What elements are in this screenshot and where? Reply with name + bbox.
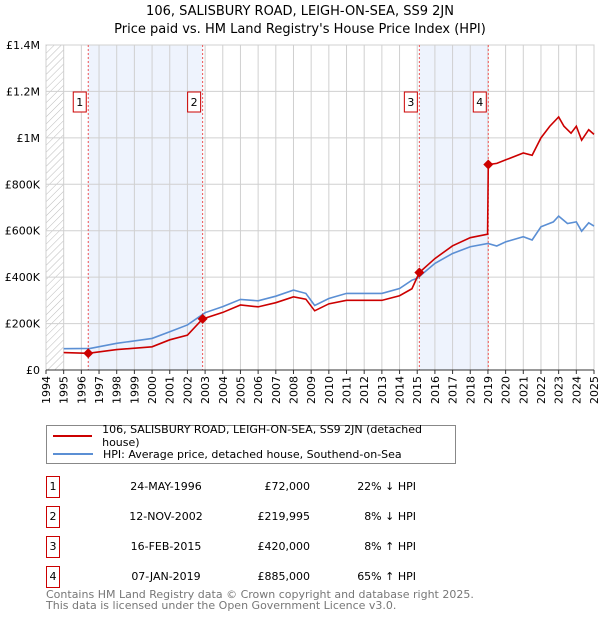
footer-line-2: This data is licensed under the Open Gov… [46, 599, 397, 612]
x-tick-label: 2025 [588, 376, 600, 404]
x-tick-label: 2011 [341, 376, 354, 404]
sale-row: 3 16-FEB-2015 £420,000 8% ↑ HPI [46, 536, 506, 558]
x-tick-label: 2017 [447, 376, 460, 404]
x-tick-label: 2021 [517, 376, 530, 404]
sale-price: £885,000 [257, 570, 311, 583]
y-tick-label: £1.2M [6, 85, 40, 98]
legend-label: HPI: Average price, detached house, Sout… [103, 447, 402, 461]
x-tick-label: 2015 [411, 376, 424, 404]
x-tick-label: 2012 [358, 376, 371, 404]
x-tick-label: 2013 [376, 376, 389, 404]
x-tick-label: 2022 [535, 376, 548, 404]
sale-label: 3 [407, 96, 414, 109]
x-tick-label: 1999 [128, 376, 141, 404]
x-tick-label: 2000 [146, 376, 159, 404]
chart-title: 106, SALISBURY ROAD, LEIGH-ON-SEA, SS9 2… [146, 4, 454, 19]
x-tick-label: 1997 [93, 376, 106, 404]
x-tick-label: 1995 [58, 376, 71, 404]
x-tick-label: 2007 [270, 376, 283, 404]
x-tick-label: 2006 [252, 376, 265, 404]
hpi-line [63, 214, 595, 350]
sale-point [83, 348, 94, 359]
sale-point [197, 313, 208, 324]
y-tick-label: £0 [26, 364, 40, 377]
sale-price: £420,000 [257, 540, 311, 553]
y-tick-label: £600K [5, 225, 41, 238]
chart-subtitle: Price paid vs. HM Land Registry's House … [114, 22, 486, 37]
sale-number-badge: 1 [46, 476, 60, 498]
x-tick-label: 2001 [164, 376, 177, 404]
legend-swatch-red [53, 435, 93, 437]
legend-item-hpi: HPI: Average price, detached house, Sout… [47, 445, 402, 463]
sale-price: £219,995 [257, 510, 311, 523]
x-tick-label: 2024 [570, 376, 583, 404]
sale-hpi-diff: 8% ↑ HPI [364, 540, 416, 553]
x-tick-label: 2023 [553, 376, 566, 404]
sale-price: £72,000 [264, 480, 311, 493]
chart-plot: 1994 1995 1996 1997 1998 1999 2000 2001 2002 2003… [5, 39, 600, 404]
x-tick-label: 1994 [40, 376, 53, 404]
legend-item-property: 106, SALISBURY ROAD, LEIGH-ON-SEA, SS9 2… [47, 423, 455, 449]
y-tick-label: £1.4M [6, 39, 40, 52]
x-tick-label: 2003 [199, 376, 212, 404]
x-tick-label: 2020 [500, 376, 513, 404]
x-tick-label: 2004 [217, 376, 230, 404]
x-tick-label: 2018 [464, 376, 477, 404]
sale-label-box [472, 91, 487, 113]
sale-label-box [72, 91, 87, 113]
sale-point [414, 267, 425, 278]
sale-label: 4 [476, 96, 483, 109]
sale-label-box [187, 91, 202, 113]
sale-row: 4 07-JAN-2019 £885,000 65% ↑ HPI [46, 566, 506, 588]
sale-number-badge: 2 [46, 506, 60, 528]
sale-number-badge: 4 [46, 566, 60, 588]
sale-label: 2 [191, 96, 198, 109]
sale-point [483, 159, 494, 170]
x-tick-label: 2002 [181, 376, 194, 404]
legend-label: 106, SALISBURY ROAD, LEIGH-ON-SEA, SS9 2… [102, 423, 423, 449]
x-tick-label: 2005 [234, 376, 247, 404]
sale-row: 2 12-NOV-2002 £219,995 8% ↓ HPI [46, 506, 506, 528]
y-tick-label: £800K [5, 178, 41, 191]
sale-date: 16-FEB-2015 [130, 540, 202, 553]
legend: 106, SALISBURY ROAD, LEIGH-ON-SEA, SS9 2… [46, 423, 456, 464]
footer-line-1: Contains HM Land Registry data © Crown c… [46, 588, 474, 601]
sale-date: 24-MAY-1996 [130, 480, 202, 493]
footer: Contains HM Land Registry data © Crown c… [46, 589, 474, 611]
legend-swatch-blue [53, 453, 93, 455]
y-tick-label: £400K [5, 271, 41, 284]
x-tick-label: 2008 [287, 376, 300, 404]
x-tick-label: 2010 [323, 376, 336, 404]
x-tick-label: 1998 [111, 376, 124, 404]
sale-row: 1 24-MAY-1996 £72,000 22% ↓ HPI [46, 476, 506, 498]
y-tick-label: £200K [5, 318, 41, 331]
sale-hpi-diff: 65% ↑ HPI [357, 570, 416, 583]
sale-hpi-diff: 22% ↓ HPI [357, 480, 416, 493]
sale-label: 1 [76, 96, 83, 109]
no-data-hatch [46, 45, 64, 370]
x-tick-label: 1996 [75, 376, 88, 404]
sale-label-box [403, 91, 418, 113]
sale-date: 07-JAN-2019 [131, 570, 201, 583]
x-tick-label: 2009 [305, 376, 318, 404]
x-tick-label: 2016 [429, 376, 442, 404]
sale-date: 12-NOV-2002 [129, 510, 203, 523]
sale-number-badge: 3 [46, 536, 60, 558]
x-tick-label: 2014 [394, 376, 407, 404]
shaded-period [88, 45, 203, 370]
x-tick-label: 2019 [482, 376, 495, 404]
y-tick-label: £1M [17, 132, 41, 145]
sale-hpi-diff: 8% ↓ HPI [364, 510, 416, 523]
